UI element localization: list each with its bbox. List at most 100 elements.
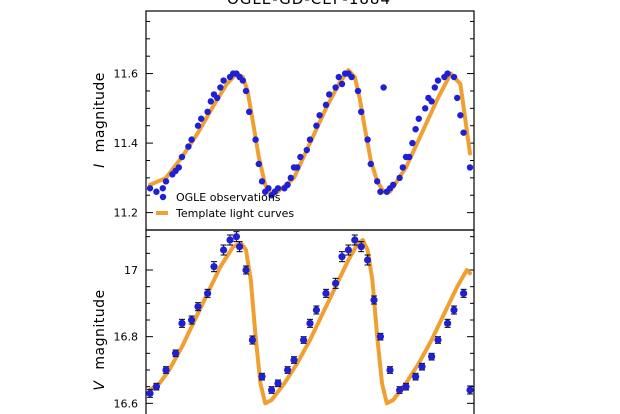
i-band-data-point xyxy=(255,160,262,168)
i-band-y-axis-label: I magnitude xyxy=(92,72,108,168)
v-band-data-point xyxy=(220,246,228,254)
i-band-data-point xyxy=(406,153,413,161)
i-band-observations xyxy=(146,70,474,199)
i-band-data-point xyxy=(297,153,304,161)
i-band-data-point xyxy=(396,174,403,182)
i-band-data-point xyxy=(390,181,397,189)
i-band-data-point xyxy=(374,178,381,185)
i-band-y-tick-label: 11.2 xyxy=(114,207,139,220)
v-band-data-point xyxy=(351,236,359,244)
v-band-plot-frame xyxy=(145,229,475,414)
v-band-data-point xyxy=(152,383,160,391)
legend-template-label: Template light curves xyxy=(175,207,294,220)
v-band-data-point xyxy=(434,336,442,344)
i-band-data-point xyxy=(460,129,467,136)
v-band-data-point xyxy=(204,289,212,297)
v-band-data-point xyxy=(450,306,458,314)
i-band-data-point xyxy=(274,185,282,192)
v-band-data-point xyxy=(357,243,365,251)
i-band-data-point xyxy=(252,136,259,143)
v-band-data-point xyxy=(306,319,314,327)
v-band-data-point xyxy=(178,319,186,327)
i-band-data-point xyxy=(431,84,438,91)
i-band-data-point xyxy=(415,115,422,122)
v-band-template-line xyxy=(148,238,472,406)
i-band-data-point xyxy=(335,73,342,81)
v-band-data-point xyxy=(188,316,196,324)
i-band-data-point xyxy=(313,122,320,129)
i-band-data-point xyxy=(303,146,310,154)
v-band-data-point xyxy=(428,353,436,361)
v-band-panel: 16.6 16.8 17 V magnitude xyxy=(92,229,475,414)
v-band-data-point xyxy=(312,306,320,314)
i-band-data-point xyxy=(204,108,211,116)
v-band-data-point xyxy=(268,386,276,394)
v-band-data-point xyxy=(300,336,308,344)
v-band-data-point xyxy=(194,303,202,311)
i-band-data-point xyxy=(457,112,464,119)
i-band-data-point xyxy=(214,94,221,102)
chart-title: OGLE-GD-CEP-1884 xyxy=(227,0,391,8)
v-band-observations xyxy=(146,231,474,398)
v-band-data-point xyxy=(226,236,234,244)
i-band-template-curve xyxy=(148,68,472,198)
i-band-data-point xyxy=(236,73,243,81)
i-band-data-point xyxy=(265,185,272,192)
i-band-data-point xyxy=(290,164,298,171)
v-band-data-point xyxy=(338,253,346,261)
legend-observations-marker xyxy=(159,193,167,201)
v-band-data-point xyxy=(402,383,410,391)
v-band-data-point xyxy=(460,289,468,297)
i-band-data-point xyxy=(242,87,250,95)
i-band-data-point xyxy=(367,160,374,168)
i-band-data-point xyxy=(284,181,291,189)
i-band-data-point xyxy=(287,174,294,182)
v-band-data-point xyxy=(418,363,426,371)
i-band-data-point xyxy=(466,164,474,171)
i-band-data-point xyxy=(220,77,227,84)
v-band-data-point xyxy=(332,279,340,287)
i-band-data-point xyxy=(178,153,186,161)
v-band-y-tick-label: 17 xyxy=(124,264,138,277)
i-band-data-point xyxy=(377,188,384,195)
i-band-data-point xyxy=(258,178,266,185)
i-band-data-point xyxy=(444,70,451,77)
v-band-data-point xyxy=(370,296,378,304)
v-band-data-point xyxy=(444,319,452,327)
i-band-data-point xyxy=(422,105,429,112)
v-band-data-point xyxy=(210,263,218,271)
i-band-data-point xyxy=(306,136,314,143)
legend-observations-label: OGLE observations xyxy=(176,191,281,204)
i-band-data-point xyxy=(338,80,346,88)
v-band-data-point xyxy=(236,243,244,251)
v-band-data-point xyxy=(172,349,180,357)
i-band-panel: 11.2 11.4 11.6 I magnitude OGLE observatio… xyxy=(92,10,475,231)
i-band-y-tick-label: 11.4 xyxy=(114,137,139,150)
v-band-data-point xyxy=(162,366,170,374)
i-band-data-point xyxy=(412,125,419,133)
v-band-data-point xyxy=(376,333,384,341)
v-band-data-point xyxy=(290,356,298,364)
i-band-data-point xyxy=(172,167,179,175)
v-band-data-point xyxy=(248,336,256,344)
legend: OGLE observations Template light curves xyxy=(156,191,294,220)
v-band-y-axis-label: V magnitude xyxy=(92,289,108,390)
v-band-template-curve xyxy=(148,238,472,406)
v-band-data-point xyxy=(258,373,266,381)
i-band-data-point xyxy=(162,178,170,185)
v-band-data-point xyxy=(274,379,282,387)
v-band-data-point xyxy=(322,289,330,297)
i-band-data-point xyxy=(326,91,333,98)
v-band-y-ticks: 16.6 16.8 17 xyxy=(114,236,474,410)
v-band-data-point xyxy=(146,389,154,397)
v-band-data-point xyxy=(364,256,372,264)
i-band-data-point xyxy=(454,94,461,102)
i-band-data-point xyxy=(198,115,205,122)
i-band-data-point xyxy=(159,185,166,192)
v-band-data-point xyxy=(396,386,404,394)
i-band-data-point xyxy=(332,84,339,91)
v-band-data-point xyxy=(344,246,352,254)
i-band-data-point xyxy=(428,98,435,105)
i-band-data-point xyxy=(207,98,214,105)
